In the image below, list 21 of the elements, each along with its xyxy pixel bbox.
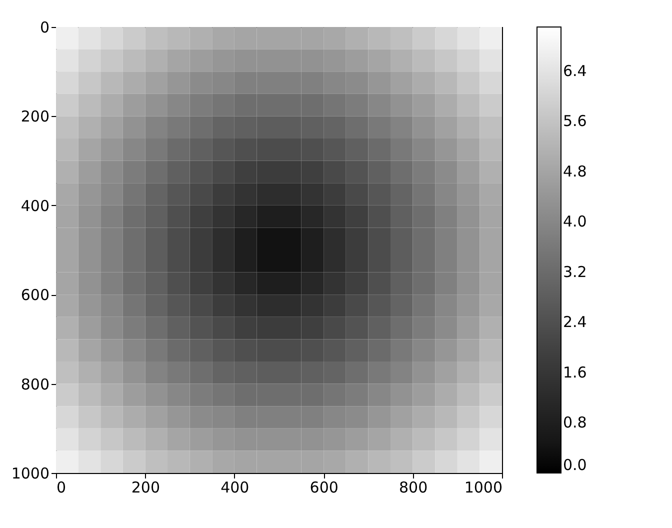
x-tick-label: 600 <box>310 478 338 496</box>
color-bar-label: 1.6 <box>563 363 587 382</box>
x-tick-label: 0 <box>56 478 66 496</box>
y-tick-label: 800 <box>20 375 50 394</box>
x-tick-label: 200 <box>131 478 160 496</box>
color-bar-label: 4.8 <box>563 162 587 180</box>
color-bar-label: 5.6 <box>563 112 587 130</box>
color-bar-label: 0.0 <box>563 456 587 474</box>
y-tick-label: 400 <box>20 196 50 215</box>
color-bar-label: 4.0 <box>563 212 587 231</box>
color-bar-label: 6.4 <box>563 62 587 80</box>
color-bar-label: 3.2 <box>563 262 587 281</box>
y-tick-label: 600 <box>20 286 50 304</box>
color-bar-label: 2.4 <box>563 313 587 332</box>
color-bar-label: 0.8 <box>563 414 587 432</box>
x-tick-label: 1000 <box>464 478 502 496</box>
y-tick-label: 0 <box>40 18 50 36</box>
x-tick-label: 800 <box>398 478 428 496</box>
y-tick-label: 200 <box>20 108 50 126</box>
y-tick-label: 1000 <box>11 464 50 482</box>
x-tick-label: 400 <box>220 478 250 496</box>
